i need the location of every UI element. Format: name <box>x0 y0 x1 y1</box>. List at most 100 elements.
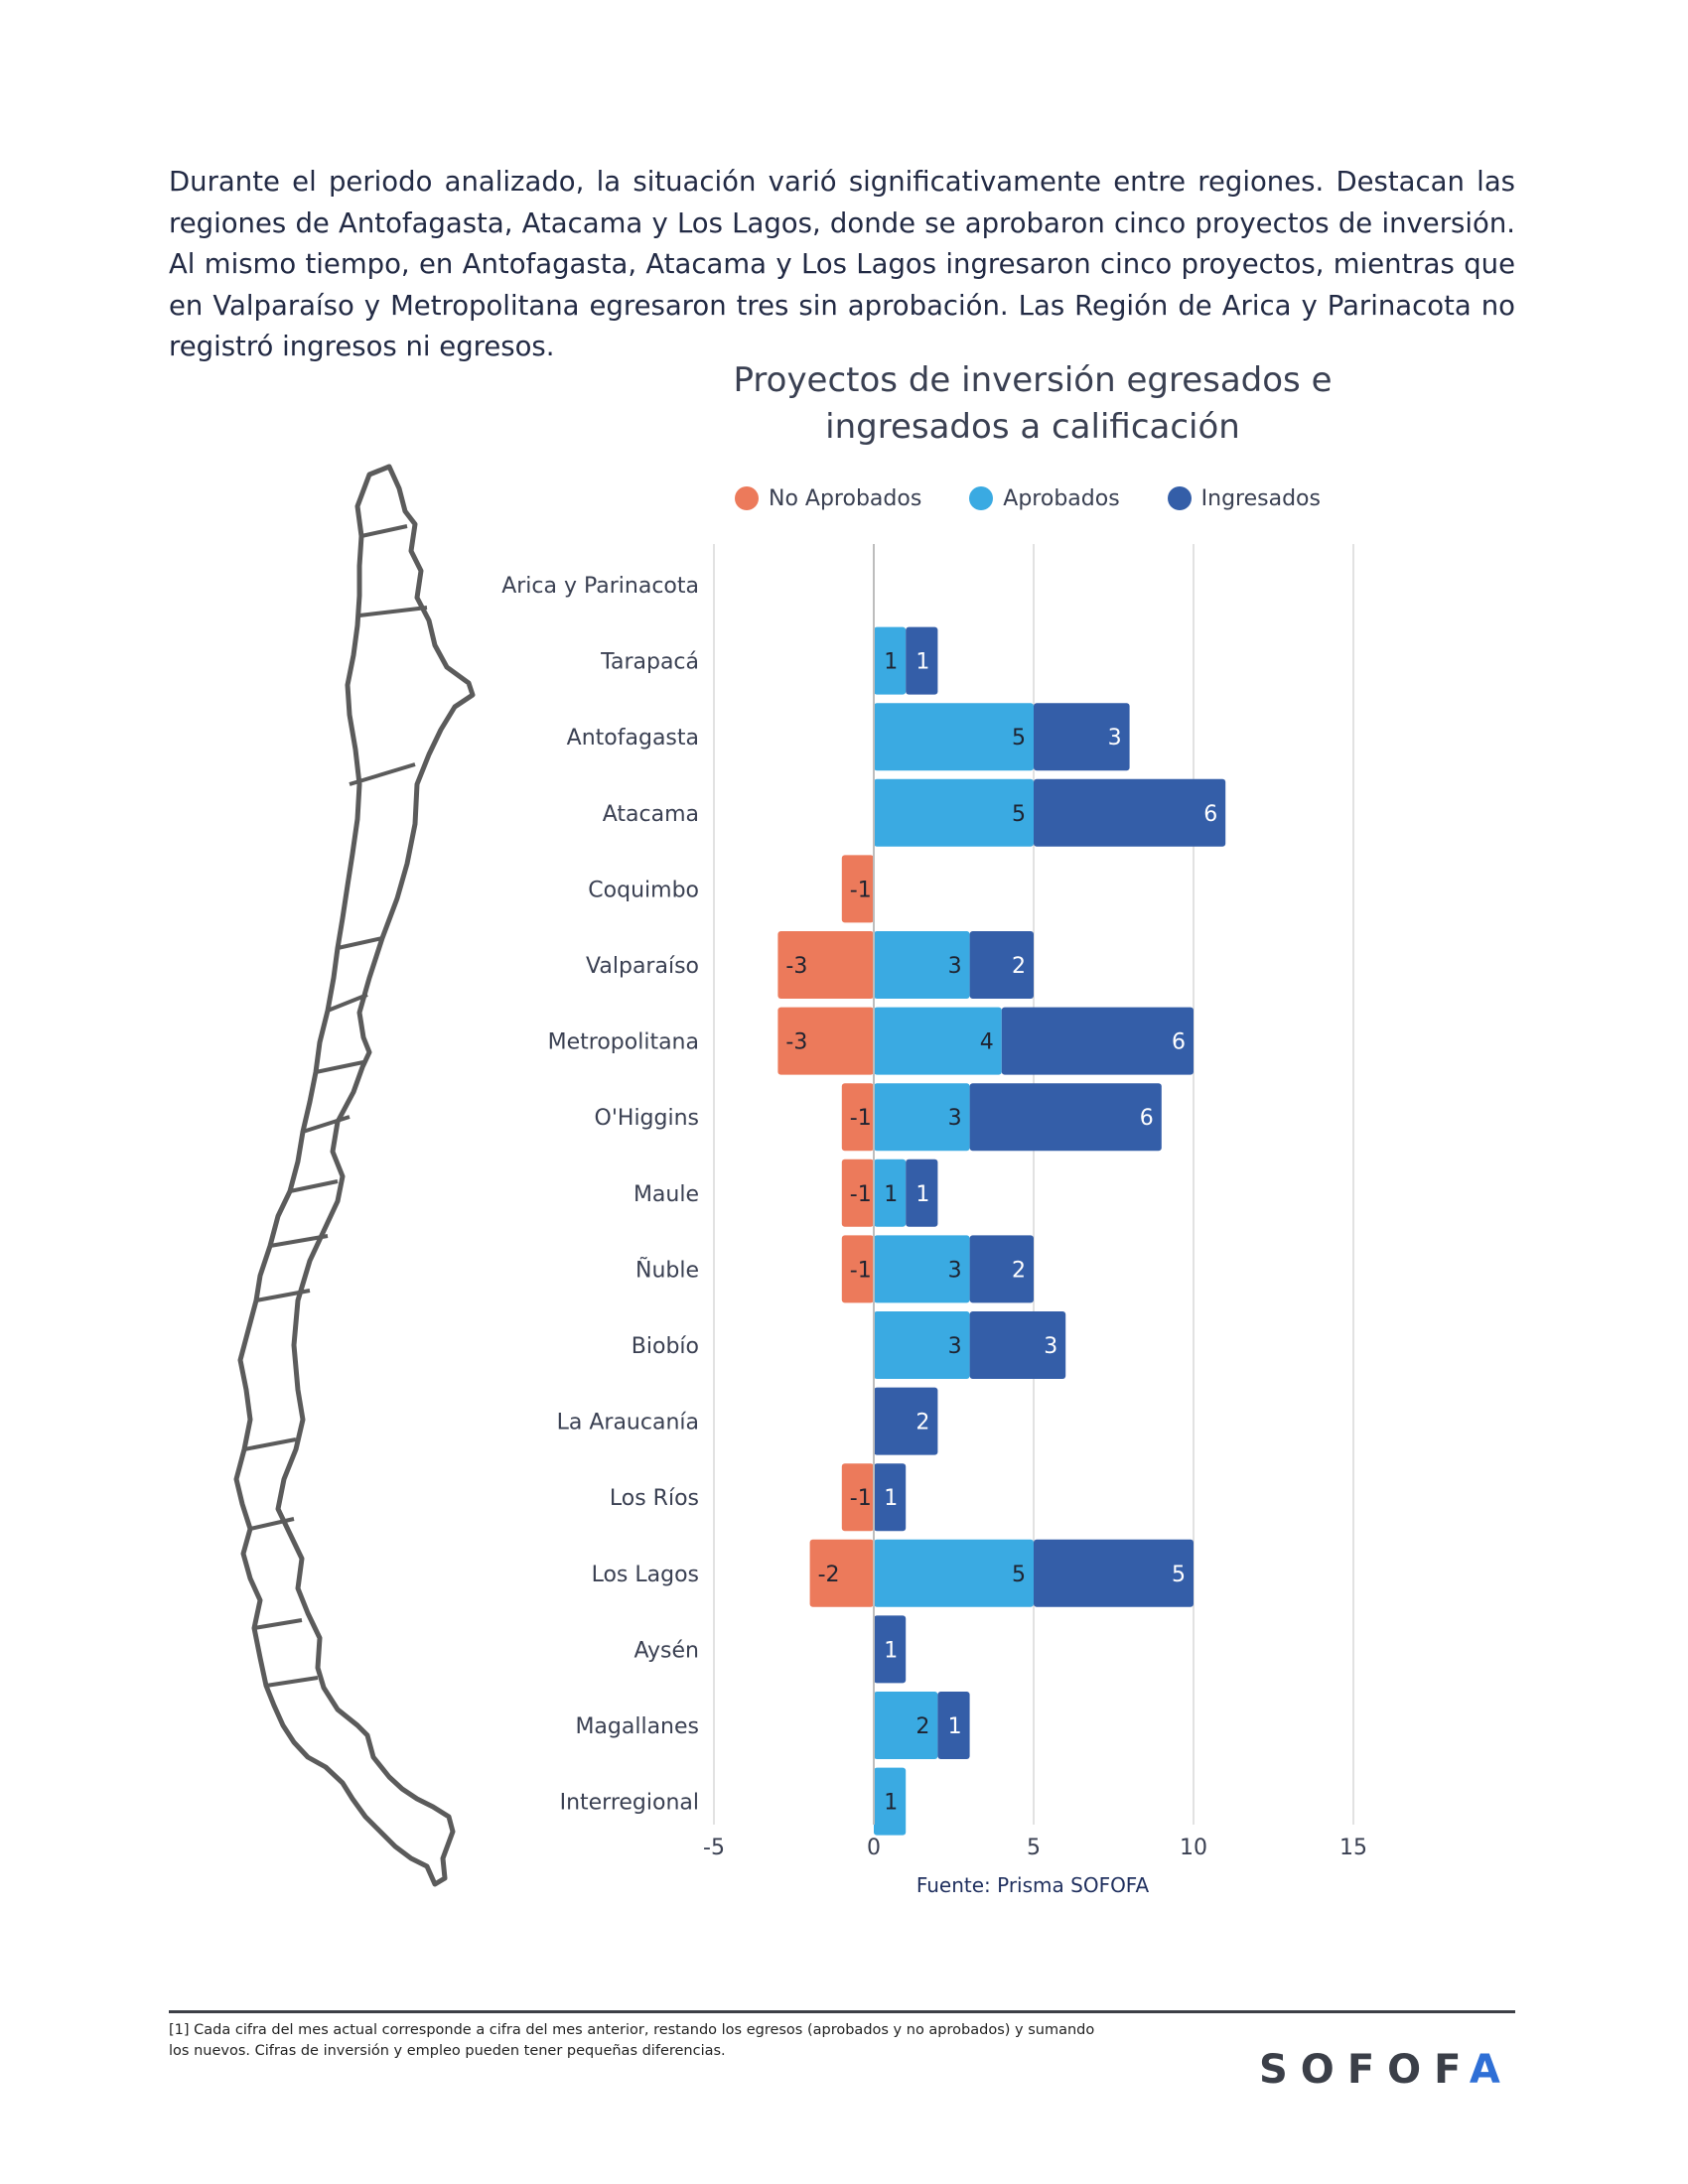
bar-ingresados-atacama <box>1034 778 1226 847</box>
data-label-ingresados-atacama: 6 <box>1203 802 1217 827</box>
x-tick-label-5: 5 <box>1027 1836 1041 1860</box>
bar-aprobados-metropolitana <box>874 1007 1002 1075</box>
data-label-ingresados-nuble: 2 <box>1012 1258 1026 1283</box>
data-label-aprobados-valparaiso: 3 <box>948 954 962 979</box>
category-label-los-rios: Los Ríos <box>610 1486 699 1511</box>
data-label-aprobados-magallanes: 2 <box>915 1714 929 1739</box>
data-label-aprobados-antofagasta: 5 <box>1012 726 1026 751</box>
category-label-arica-y-parinacota: Arica y Parinacota <box>501 574 699 599</box>
data-label-no-aprobados-nuble: -1 <box>850 1258 872 1283</box>
category-label-magallanes: Magallanes <box>575 1714 699 1739</box>
legend-swatch-no-aprobados <box>735 486 759 510</box>
bar-aprobados-valparaiso <box>874 931 970 999</box>
bar-aprobados-magallanes <box>874 1692 938 1759</box>
legend-item-aprobados: Aprobados <box>969 485 1120 511</box>
legend-label-ingresados: Ingresados <box>1200 485 1321 511</box>
data-label-ingresados-los-rios: 1 <box>884 1486 898 1511</box>
data-label-ingresados-valparaiso: 2 <box>1012 954 1026 979</box>
category-label-coquimbo: Coquimbo <box>588 878 699 902</box>
data-label-ingresados-tarapaca: 1 <box>915 650 929 675</box>
bar-ingresados-maule <box>906 1159 938 1227</box>
footer-divider <box>169 2010 1515 2013</box>
data-label-ingresados-maule: 1 <box>915 1182 929 1207</box>
data-label-ingresados-aysen: 1 <box>884 1638 898 1663</box>
x-tick-label-0: 0 <box>867 1836 881 1860</box>
data-label-aprobados-tarapaca: 1 <box>884 650 898 675</box>
data-label-no-aprobados-los-rios: -1 <box>850 1486 872 1511</box>
bar-no-aprobados-maule <box>841 1159 874 1227</box>
bar-aprobados-antofagasta <box>874 703 1034 771</box>
bar-aprobados-tarapaca <box>874 626 907 695</box>
data-label-aprobados-maule: 1 <box>884 1182 898 1207</box>
chart-title-line-1: Proyectos de inversión egresados e <box>733 360 1333 400</box>
data-label-ingresados-o-higgins: 6 <box>1140 1106 1154 1131</box>
category-label-o-higgins: O'Higgins <box>595 1106 699 1131</box>
bar-ingresados-nuble <box>969 1235 1034 1303</box>
category-label-tarapaca: Tarapacá <box>600 650 699 675</box>
legend-label-aprobados: Aprobados <box>1003 485 1120 511</box>
bar-no-aprobados-o-higgins <box>841 1083 874 1152</box>
data-label-no-aprobados-coquimbo: -1 <box>850 878 872 902</box>
category-label-los-lagos: Los Lagos <box>592 1563 699 1587</box>
data-label-aprobados-o-higgins: 3 <box>948 1106 962 1131</box>
bar-no-aprobados-coquimbo <box>841 855 874 923</box>
category-label-atacama: Atacama <box>603 802 699 827</box>
category-label-interregional: Interregional <box>560 1791 699 1816</box>
data-label-no-aprobados-metropolitana: -3 <box>785 1030 807 1055</box>
logo-text: SOFOF <box>1259 2047 1470 2093</box>
intro-paragraph: Durante el periodo analizado, la situaci… <box>169 166 1515 362</box>
bar-aprobados-interregional <box>874 1767 907 1836</box>
legend-swatch-ingresados <box>1167 486 1192 510</box>
data-label-aprobados-biobio: 3 <box>948 1334 962 1359</box>
bar-ingresados-antofagasta <box>1034 703 1130 771</box>
category-label-biobio: Biobío <box>632 1334 699 1359</box>
data-label-aprobados-metropolitana: 4 <box>980 1030 994 1055</box>
x-tick-label-10: 10 <box>1180 1836 1207 1860</box>
data-label-ingresados-metropolitana: 6 <box>1172 1030 1186 1055</box>
legend-item-ingresados: Ingresados <box>1167 485 1321 511</box>
bar-aprobados-biobio <box>874 1311 970 1379</box>
bar-ingresados-aysen <box>874 1615 907 1684</box>
bar-aprobados-los-lagos <box>874 1539 1034 1607</box>
chile-map-outline <box>233 464 476 1887</box>
data-label-ingresados-magallanes: 1 <box>948 1714 962 1739</box>
data-label-aprobados-nuble: 3 <box>948 1258 962 1283</box>
chart-title-line-2: ingresados a calificación <box>825 407 1240 447</box>
data-label-aprobados-interregional: 1 <box>884 1791 898 1816</box>
bar-aprobados-o-higgins <box>874 1083 970 1152</box>
chile-map-regions <box>243 524 428 1688</box>
bar-ingresados-la-araucania <box>874 1387 938 1455</box>
bar-ingresados-tarapaca <box>906 626 938 695</box>
bar-aprobados-atacama <box>874 778 1034 847</box>
data-label-aprobados-los-lagos: 5 <box>1012 1563 1026 1587</box>
bar-no-aprobados-los-lagos <box>809 1539 874 1607</box>
legend-label-no-aprobados: No Aprobados <box>769 485 922 511</box>
data-label-no-aprobados-valparaiso: -3 <box>785 954 807 979</box>
bar-ingresados-metropolitana <box>1001 1007 1194 1075</box>
chart-legend: No Aprobados Aprobados Ingresados <box>735 482 1368 514</box>
footnote: [1] Cada cifra del mes actual correspond… <box>169 2022 1095 2059</box>
x-tick-label-neg5: -5 <box>703 1836 725 1860</box>
bar-no-aprobados-nuble <box>841 1235 874 1303</box>
data-label-aprobados-atacama: 5 <box>1012 802 1026 827</box>
chart-title: Proyectos de inversión egresados e ingre… <box>695 357 1370 451</box>
bar-ingresados-biobio <box>969 1311 1066 1379</box>
sofofa-logo: SOFOFA <box>1259 2047 1513 2093</box>
bar-ingresados-los-lagos <box>1034 1539 1194 1607</box>
category-label-la-araucania: La Araucanía <box>557 1411 699 1435</box>
logo-text-accent: A <box>1469 2047 1513 2093</box>
category-label-antofagasta: Antofagasta <box>567 726 699 751</box>
data-label-ingresados-los-lagos: 5 <box>1172 1563 1186 1587</box>
bar-no-aprobados-metropolitana <box>777 1007 874 1075</box>
legend-swatch-aprobados <box>969 486 994 510</box>
bar-ingresados-los-rios <box>874 1463 907 1532</box>
bar-ingresados-magallanes <box>937 1692 970 1759</box>
chart-source: Fuente: Prisma SOFOFA <box>915 1873 1150 1897</box>
data-label-ingresados-antofagasta: 3 <box>1108 726 1122 751</box>
bar-ingresados-o-higgins <box>969 1083 1162 1152</box>
data-label-no-aprobados-los-lagos: -2 <box>818 1563 840 1587</box>
data-label-ingresados-biobio: 3 <box>1044 1334 1057 1359</box>
legend-item-no-aprobados: No Aprobados <box>735 486 921 511</box>
category-label-aysen: Aysén <box>633 1638 699 1663</box>
